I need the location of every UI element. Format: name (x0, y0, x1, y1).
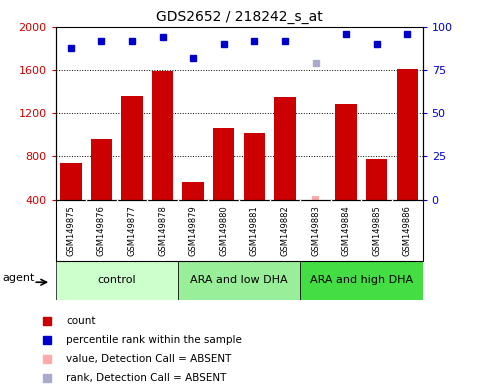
Text: value, Detection Call = ABSENT: value, Detection Call = ABSENT (66, 354, 232, 364)
Text: GSM149875: GSM149875 (66, 205, 75, 256)
Text: GSM149881: GSM149881 (250, 205, 259, 256)
Text: agent: agent (3, 273, 35, 283)
Bar (312, 197, 319, 200)
Text: count: count (66, 316, 96, 326)
Text: GSM149880: GSM149880 (219, 205, 228, 256)
Text: GSM149878: GSM149878 (158, 205, 167, 256)
Text: GSM149877: GSM149877 (128, 205, 137, 256)
Text: GSM149886: GSM149886 (403, 205, 412, 256)
Bar (152, 71, 173, 200)
Bar (121, 96, 143, 200)
Bar (244, 133, 265, 200)
FancyBboxPatch shape (56, 261, 178, 300)
Text: rank, Detection Call = ABSENT: rank, Detection Call = ABSENT (66, 373, 227, 383)
Text: percentile rank within the sample: percentile rank within the sample (66, 335, 242, 345)
Bar (274, 97, 296, 200)
FancyBboxPatch shape (300, 261, 423, 300)
Text: GSM149882: GSM149882 (281, 205, 289, 256)
Text: GSM149879: GSM149879 (189, 205, 198, 256)
Text: GSM149885: GSM149885 (372, 205, 381, 256)
Text: ARA and low DHA: ARA and low DHA (190, 275, 288, 285)
Bar (60, 163, 82, 200)
Bar (213, 128, 235, 200)
Bar (335, 104, 357, 200)
Bar (366, 159, 387, 200)
Bar (183, 182, 204, 200)
Text: GSM149883: GSM149883 (311, 205, 320, 256)
Text: control: control (98, 275, 136, 285)
Bar (397, 69, 418, 200)
Text: GSM149884: GSM149884 (341, 205, 351, 256)
Text: GSM149876: GSM149876 (97, 205, 106, 256)
FancyBboxPatch shape (178, 261, 300, 300)
Bar (91, 139, 112, 200)
Title: GDS2652 / 218242_s_at: GDS2652 / 218242_s_at (156, 10, 323, 25)
Text: ARA and high DHA: ARA and high DHA (310, 275, 413, 285)
